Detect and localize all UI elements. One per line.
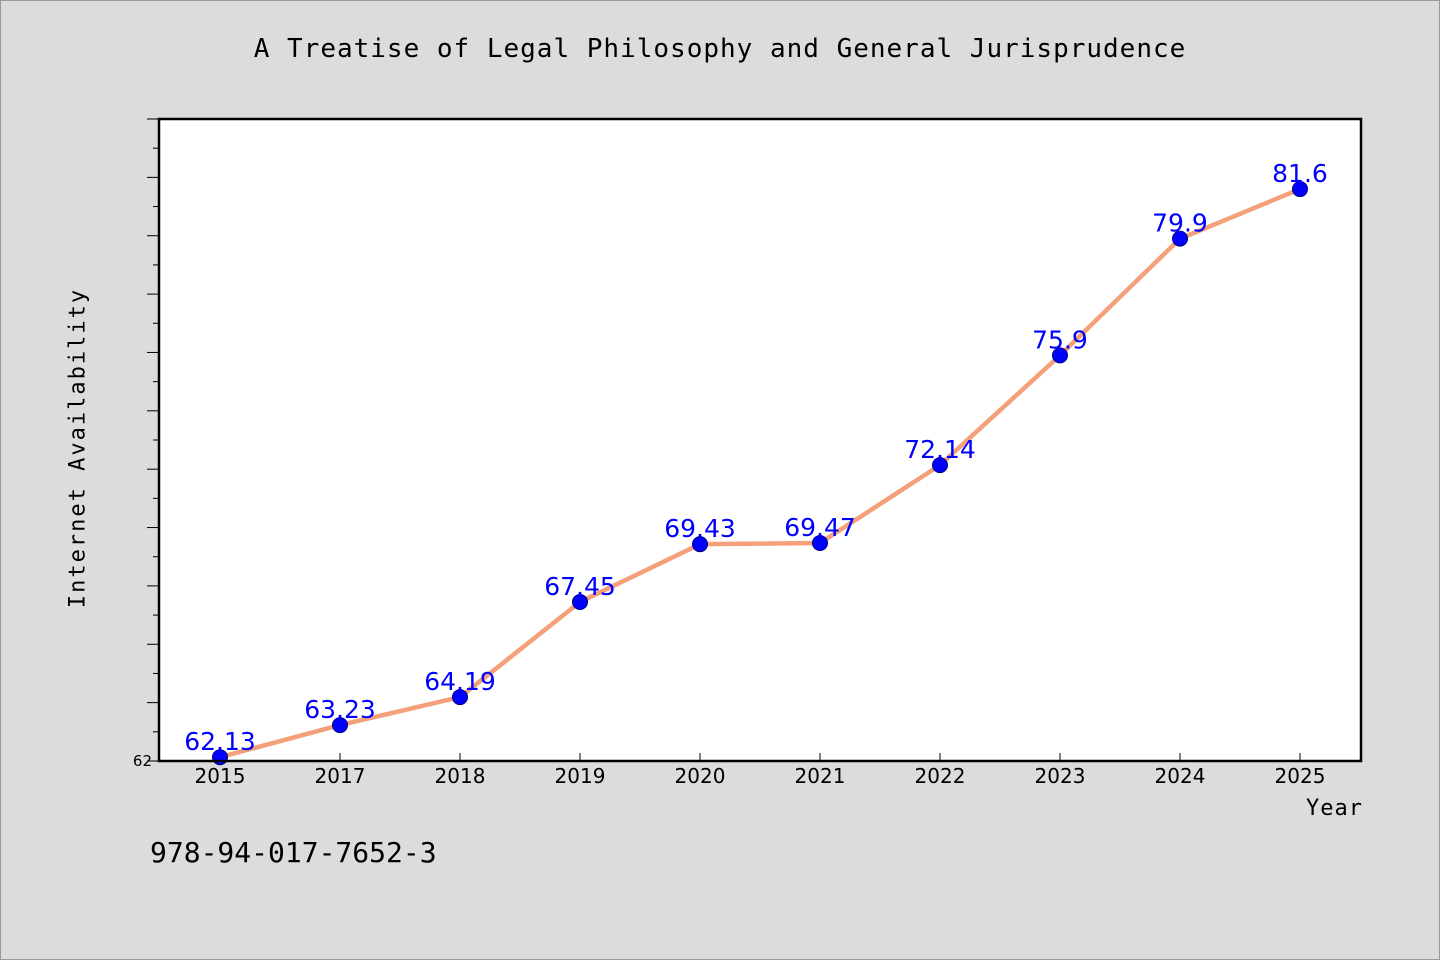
data-label: 69.43 xyxy=(664,514,736,543)
data-point xyxy=(332,717,348,734)
data-label: 72.14 xyxy=(904,435,976,464)
data-label-layer: 62.13 63.23 64.19 67.45 69.43 69.47 72.14 75.9 7… xyxy=(184,159,1328,756)
y-tick-label: 62 xyxy=(133,752,152,770)
chart-title: A Treatise of Legal Philosophy and Gener… xyxy=(253,34,1187,64)
plot-area xyxy=(159,119,1361,761)
x-tick-label: 2025 xyxy=(1275,764,1326,788)
isbn-text: 978-94-017-7652-3 xyxy=(150,836,437,869)
x-tick-label: 2021 xyxy=(795,764,846,788)
x-tick-label: 2019 xyxy=(555,764,606,788)
data-point xyxy=(1292,181,1308,198)
data-label: 69.47 xyxy=(784,513,856,542)
plot-border xyxy=(157,117,1363,763)
data-point xyxy=(812,535,828,552)
data-label: 64.19 xyxy=(424,667,496,696)
data-label: 81.6 xyxy=(1272,159,1328,188)
data-label: 63.23 xyxy=(304,695,376,724)
x-tick-label: 2015 xyxy=(195,764,246,788)
data-label: 62.13 xyxy=(184,727,256,756)
x-tick-label: 2022 xyxy=(915,764,966,788)
x-tick-label: 2020 xyxy=(675,764,726,788)
data-label: 79.9 xyxy=(1152,209,1208,238)
x-axis-label: Year xyxy=(1306,796,1363,821)
x-tick-label: 2017 xyxy=(315,764,366,788)
data-point xyxy=(572,593,588,610)
data-point xyxy=(692,536,708,553)
data-point xyxy=(452,689,468,706)
x-tick-label: 2018 xyxy=(435,764,486,788)
data-point xyxy=(1172,230,1188,247)
data-point xyxy=(1052,347,1068,364)
data-point xyxy=(932,457,948,474)
data-label: 75.9 xyxy=(1032,325,1088,354)
x-tick-label: 2023 xyxy=(1035,764,1086,788)
data-label: 67.45 xyxy=(544,572,616,601)
series-layer xyxy=(212,181,1308,766)
series-line xyxy=(217,186,1303,760)
y-axis-ticks: 62 xyxy=(133,118,159,770)
x-tick-label: 2024 xyxy=(1155,764,1206,788)
x-axis-ticks: 2015 2017 2018 2019 2020 2021 2022 2023 2024 2025 xyxy=(195,753,1326,788)
